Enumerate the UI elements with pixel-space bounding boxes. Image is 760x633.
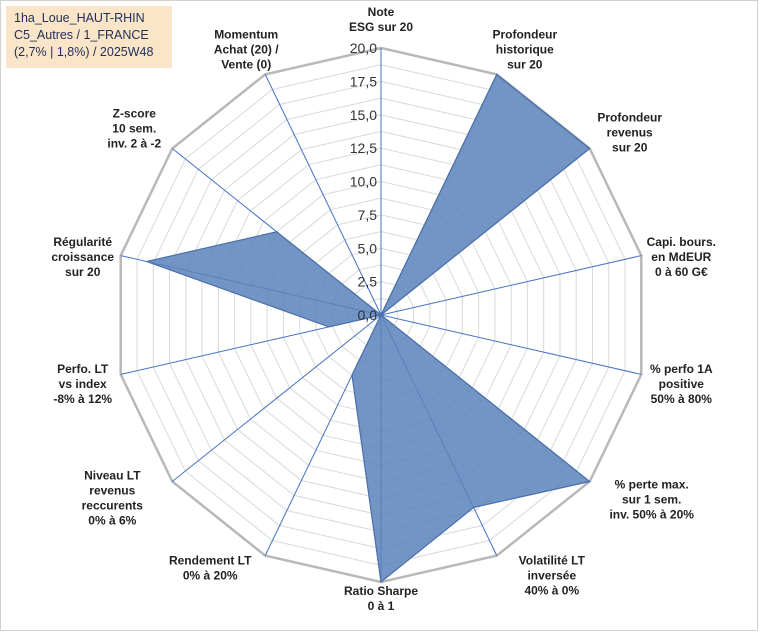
radar-axis-label: Volatilité LT inversée 40% à 0% <box>519 554 586 598</box>
radar-axis-label-line: inversée <box>527 569 576 583</box>
radar-tick-label: 2,5 <box>358 274 378 290</box>
radar-axis-label-line: Ratio Sharpe <box>344 584 418 598</box>
radar-tick-label: 10,0 <box>350 174 377 190</box>
radar-axis-label-line: Note <box>368 5 395 19</box>
radar-tick-label: 17,5 <box>350 73 377 89</box>
radar-axis-label-line: sur 20 <box>507 57 543 71</box>
radar-tick-label: 0,0 <box>358 307 378 323</box>
radar-spoke <box>380 314 642 375</box>
radar-axis-label-line: Vente (0) <box>221 57 271 71</box>
radar-axis-label-line: Régularité <box>53 235 112 249</box>
radar-tick-label: 5,0 <box>358 240 378 256</box>
chart-title-line: (2,7% | 1,8%) / 2025W48 <box>14 45 154 59</box>
radar-axis-label: Perfo. LT vs index -8% à 12% <box>53 362 112 406</box>
radar-axis-label-line: Rendement LT <box>169 554 252 568</box>
radar-axis-label-line: Achat (20) / <box>214 42 279 56</box>
radar-axis-label-line: Niveau LT <box>84 469 141 483</box>
radar-axis-label: % perte max. sur 1 sem. inv. 50% à 20% <box>609 478 694 522</box>
radar-tick-label: 15,0 <box>350 107 377 123</box>
radar-axis-label: Z-score 10 sem. inv. 2 à -2 <box>107 107 161 151</box>
radar-axis-label-line: % perte max. <box>615 478 689 492</box>
radar-axis-label-line: 40% à 0% <box>524 584 579 598</box>
radar-axis-label-line: Z-score <box>113 107 157 121</box>
radar-spoke <box>264 74 382 316</box>
radar-axis-label-line: en MdEUR <box>651 250 711 264</box>
radar-axis-label: Ratio Sharpe 0 à 1 <box>344 584 418 613</box>
radar-axis-label-line: Momentum <box>214 27 278 41</box>
radar-spoke <box>380 255 642 316</box>
radar-series <box>144 73 592 584</box>
radar-axis-label-line: reccurents <box>82 499 144 513</box>
chart-title-line: C5_Autres / 1_FRANCE <box>14 28 149 42</box>
radar-spoke <box>171 314 382 482</box>
radar-axis-label-line: revenus <box>89 484 135 498</box>
radar-axis-label-line: revenus <box>607 126 653 140</box>
radar-axis-label-line: historique <box>496 42 554 56</box>
radar-axis-label-line: vs index <box>59 377 107 391</box>
radar-axis-label-line: 0 à 1 <box>368 599 395 613</box>
radar-axis-label-line: sur 20 <box>612 141 648 155</box>
radar-series-area <box>144 73 592 584</box>
radar-axis-label-line: 0 à 60 G€ <box>655 265 708 279</box>
radar-axis-label-line: 10 sem. <box>112 122 156 136</box>
radar-axis-label-line: inv. 2 à -2 <box>107 137 161 151</box>
radar-axis-label-line: 0% à 6% <box>88 514 136 528</box>
radar-axis-label-line: sur 20 <box>65 265 101 279</box>
radar-axis-label: Momentum Achat (20) / Vente (0) <box>214 27 279 71</box>
radar-axis-label: Rendement LT 0% à 20% <box>169 554 252 583</box>
radar-axis-label-line: Volatilité LT <box>519 554 586 568</box>
radar-axis-label: Profondeur historique sur 20 <box>492 27 557 71</box>
radar-axis-label-line: Capi. bours. <box>647 235 716 249</box>
radar-axis-label: Profondeur revenus sur 20 <box>597 111 662 155</box>
radar-tick-labels: 0,0 2,5 5,0 7,5 10,0 12,5 15,0 17,5 20,0 <box>350 40 377 323</box>
radar-axis-label: Note ESG sur 20 <box>349 5 413 34</box>
radar-axis-label: Capi. bours. en MdEUR 0 à 60 G€ <box>647 235 716 279</box>
radar-tick-label: 20,0 <box>350 40 377 56</box>
radar-axis-label-line: sur 1 sem. <box>622 493 681 507</box>
radar-axis-label-line: positive <box>659 377 705 391</box>
radar-axis-label: Niveau LT revenus reccurents 0% à 6% <box>82 469 144 528</box>
radar-axis-label-line: -8% à 12% <box>53 392 112 406</box>
radar-axis-label-line: croissance <box>51 250 114 264</box>
radar-axis-label-line: inv. 50% à 20% <box>609 508 694 522</box>
radar-axis-label-line: Profondeur <box>492 27 557 41</box>
radar-axis-label-line: % perfo 1A <box>650 362 713 376</box>
radar-axis-label-line: ESG sur 20 <box>349 20 413 34</box>
radar-axis-label-line: 50% à 80% <box>651 392 713 406</box>
chart-title-line: 1ha_Loue_HAUT-RHIN <box>14 11 145 25</box>
radar-axis-label-line: Profondeur <box>597 111 662 125</box>
radar-axis-label-line: Perfo. LT <box>57 362 109 376</box>
radar-axis-label-line: 0% à 20% <box>183 569 238 583</box>
radar-tick-label: 7,5 <box>358 207 378 223</box>
radar-axis-label: Régularité croissance sur 20 <box>51 235 114 279</box>
radar-axis-label: % perfo 1A positive 50% à 80% <box>650 362 713 406</box>
chart-title-box: 1ha_Loue_HAUT-RHIN C5_Autres / 1_FRANCE … <box>6 6 172 68</box>
radar-tick-label: 12,5 <box>350 140 377 156</box>
